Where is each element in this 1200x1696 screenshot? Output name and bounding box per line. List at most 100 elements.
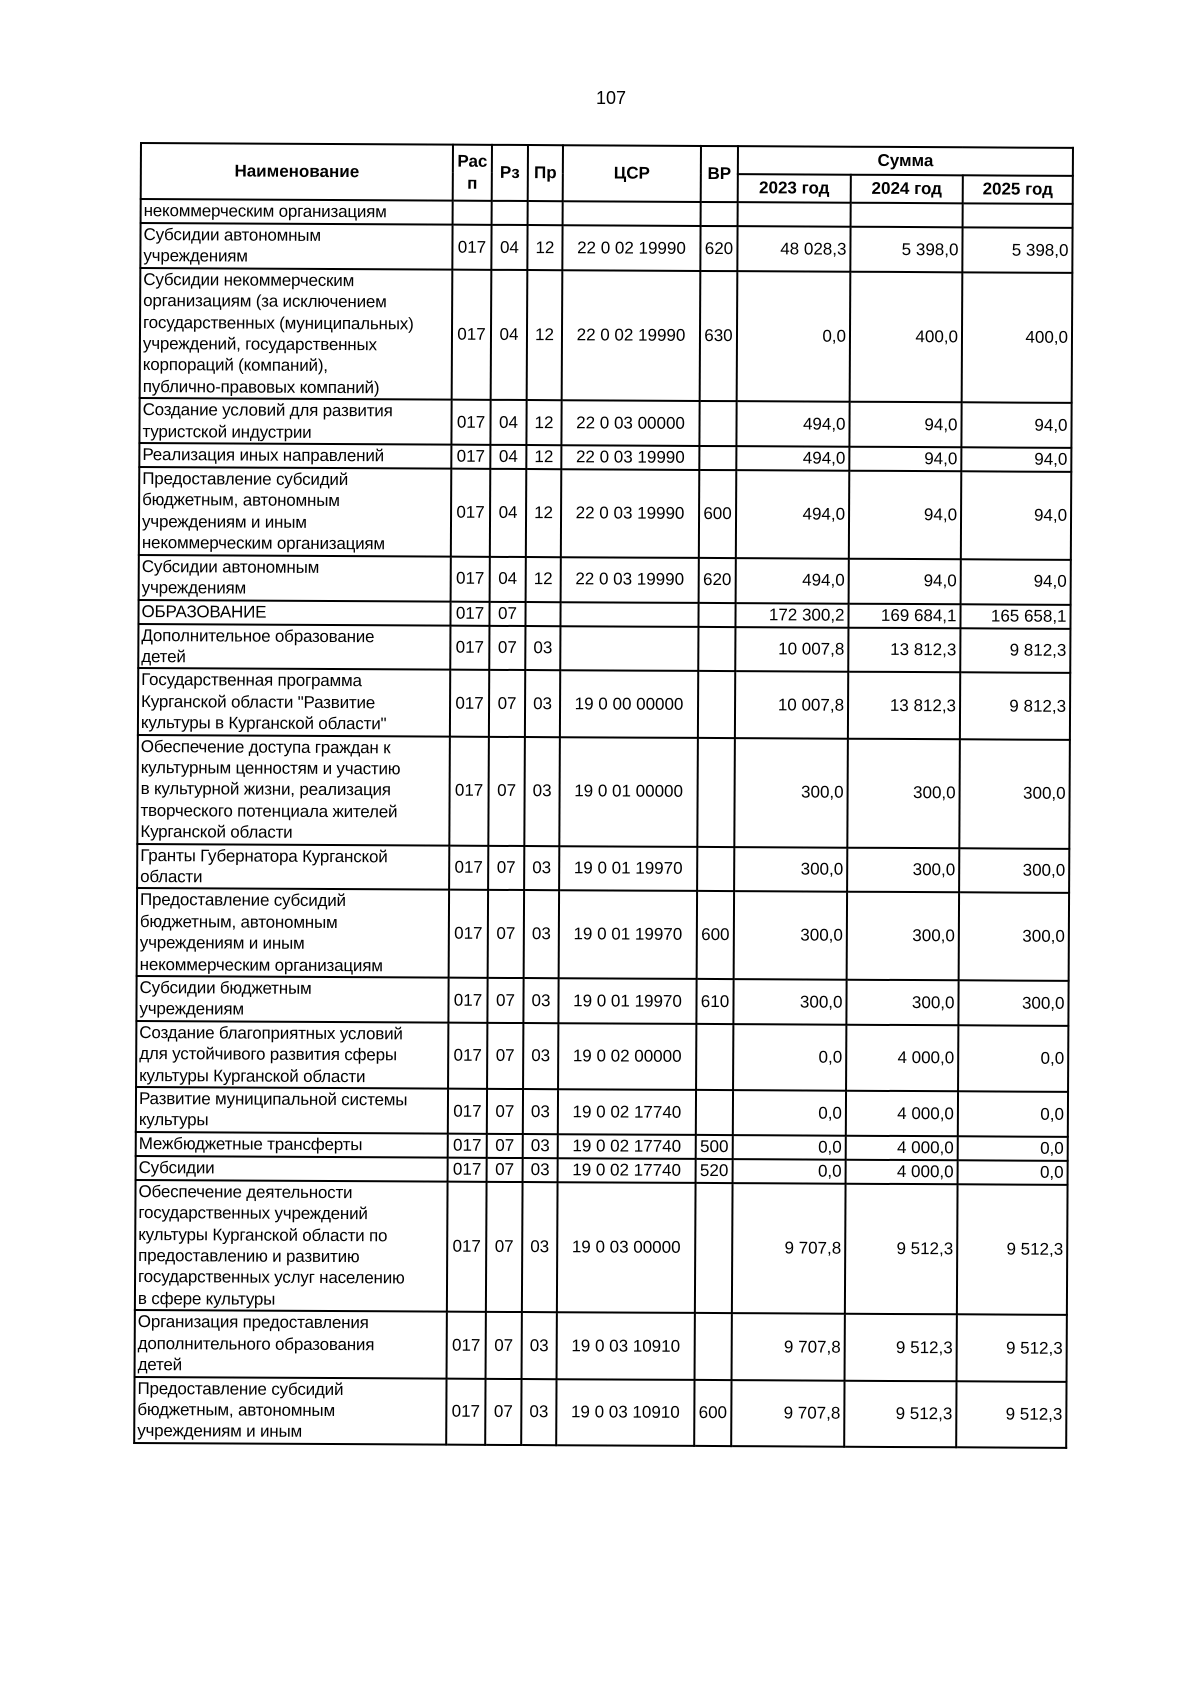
header-summa: Сумма [737,146,1073,176]
cell-y2023 [737,202,851,227]
cell-y2024: 300,0 [847,738,960,848]
table-row: Предоставление субсидий бюджетным, автон… [138,467,1072,560]
cell-rz: 04 [490,400,527,446]
cell-csr: 19 0 02 00000 [558,1023,697,1090]
cell-rasp: 017 [447,1157,487,1182]
cell-csr: 19 0 02 17740 [557,1089,697,1135]
cell-y2024: 13 812,3 [847,672,961,739]
cell-rz: 04 [490,269,528,401]
cell-vr [694,1313,732,1380]
cell-pr: 03 [524,670,561,737]
cell-pr: 03 [521,1378,557,1445]
cell-name: Субсидии бюджетным учреждениям [136,975,449,1023]
cell-pr: 03 [523,1022,559,1090]
cell-y2024: 4 000,0 [845,1159,958,1185]
cell-pr [527,201,563,226]
cell-csr: 22 0 02 19990 [561,270,701,402]
cell-y2025: 165 658,1 [960,603,1071,629]
cell-csr [560,625,699,672]
cell-rz: 04 [490,444,527,470]
cell-pr: 03 [521,1312,557,1379]
cell-y2025: 9 512,3 [956,1314,1067,1382]
cell-vr: 600 [694,1379,732,1446]
cell-name: Дополнительное образование детей [138,623,451,670]
header-csr: ЦСР [562,145,701,202]
cell-y2023: 494,0 [735,470,850,559]
cell-y2023: 300,0 [734,846,848,893]
header-vr: ВР [700,145,738,203]
cell-vr [698,602,736,627]
cell-vr [697,737,735,847]
cell-y2024: 9 512,3 [844,1380,957,1448]
cell-rasp: 017 [450,625,490,671]
cell-csr: 22 0 03 19990 [560,469,700,558]
cell-csr: 19 0 03 00000 [556,1182,696,1314]
cell-name: Государственная программа Курганской обл… [137,668,451,737]
cell-vr [699,401,737,447]
cell-y2024: 300,0 [847,847,960,893]
cell-y2024: 13 812,3 [848,627,961,673]
cell-y2023: 494,0 [736,401,850,447]
cell-rasp: 017 [448,890,489,978]
cell-vr: 520 [695,1158,733,1183]
cell-rasp: 017 [451,269,492,401]
cell-y2024: 4 000,0 [846,1024,959,1092]
cell-rasp: 017 [452,224,492,270]
cell-y2024: 94,0 [848,558,961,604]
cell-y2024 [850,202,963,228]
cell-y2024: 9 512,3 [844,1313,957,1381]
cell-name: Создание благоприятных условий для устой… [136,1020,449,1089]
cell-vr: 600 [696,891,735,980]
cell-name: Предоставление субсидий бюджетным, автон… [138,467,452,557]
cell-y2023: 9 707,8 [731,1379,845,1447]
cell-vr [695,1089,734,1135]
cell-pr: 03 [522,1157,558,1183]
cell-vr [694,1182,733,1314]
cell-rasp: 017 [448,977,488,1023]
cell-y2023: 494,0 [735,557,849,604]
cell-pr: 03 [525,625,561,671]
cell-rz: 07 [488,670,526,737]
cell-rasp: 017 [446,1378,486,1445]
cell-vr: 600 [698,469,737,558]
cell-vr [697,846,735,892]
cell-y2025: 94,0 [960,558,1071,605]
cell-rasp: 017 [446,1181,487,1313]
cell-rz: 07 [486,1088,524,1134]
cell-name: Субсидии [135,1155,448,1182]
cell-name: Обеспечение деятельности государственных… [134,1179,448,1312]
cell-vr: 630 [699,270,738,402]
cell-pr [525,601,561,626]
cell-y2024: 94,0 [849,446,962,472]
cell-y2025: 0,0 [957,1091,1069,1137]
cell-y2025: 300,0 [958,892,1070,981]
cell-rasp: 017 [449,736,489,846]
cell-name: Создание условий для развития туристской… [139,398,452,445]
cell-csr: 22 0 03 00000 [561,400,700,446]
cell-rasp: 017 [450,556,490,602]
cell-y2025: 9 512,3 [956,1380,1067,1448]
cell-pr: 12 [525,556,561,602]
cell-y2024: 94,0 [848,470,962,559]
cell-pr: 12 [527,225,563,271]
cell-pr: 03 [521,1181,558,1313]
cell-y2024: 5 398,0 [850,226,963,273]
table-row: Субсидии некоммерческим организациям (за… [139,267,1073,404]
cell-pr: 03 [522,1133,558,1159]
cell-csr: 19 0 01 19970 [558,978,697,1024]
cell-vr [699,445,737,471]
table-row: Гранты Губернатора Курганской области 017… [137,843,1070,894]
cell-y2024: 4 000,0 [845,1135,958,1161]
cell-y2025: 94,0 [960,471,1072,560]
table-row: Субсидии бюджетным учреждениям 017 07 03 19 … [136,975,1069,1026]
cell-vr: 500 [695,1134,733,1159]
table-row: Дополнительное образование детей 017 07 03 1… [138,623,1071,674]
cell-rz: 07 [488,736,525,846]
cell-rasp: 017 [447,1133,487,1158]
cell-y2025: 0,0 [958,1025,1069,1092]
cell-name: Реализация иных направлений [139,443,452,469]
cell-csr: 22 0 03 19990 [560,556,699,603]
cell-name: некоммерческим организациям [140,199,453,225]
cell-pr: 03 [523,890,560,979]
cell-y2024: 4 000,0 [845,1090,959,1137]
